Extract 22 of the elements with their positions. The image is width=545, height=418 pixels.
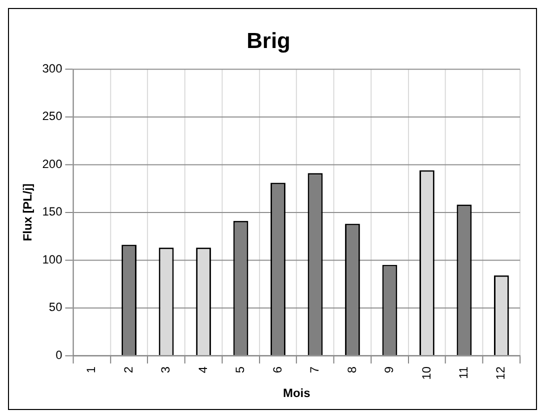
chart-title: Brig xyxy=(246,28,290,54)
y-tick-label: 0 xyxy=(56,348,63,362)
x-tick-label: 1 xyxy=(84,366,98,374)
y-tick-label: 50 xyxy=(48,300,63,314)
x-tick-label: 3 xyxy=(158,366,173,374)
x-tick-label: 9 xyxy=(382,366,396,374)
x-tick-label: 10 xyxy=(419,366,434,380)
x-tick-label: 12 xyxy=(494,366,508,380)
y-axis-title: Flux [PL/j] xyxy=(20,183,34,242)
x-tick-label: 2 xyxy=(121,366,136,374)
y-tick-label: 100 xyxy=(42,252,63,266)
x-tick-label: 7 xyxy=(308,366,322,374)
x-tick-label: 11 xyxy=(456,366,470,379)
x-tick-label: 5 xyxy=(233,366,248,374)
x-tick-label: 4 xyxy=(196,366,210,374)
y-tick-label: 150 xyxy=(42,204,63,219)
y-tick-label: 300 xyxy=(42,61,63,76)
x-tick-label: 6 xyxy=(270,366,284,374)
y-tick-label: 200 xyxy=(42,156,63,171)
y-tick-label: 250 xyxy=(42,109,63,124)
x-axis-title: Mois xyxy=(283,386,311,400)
x-tick-label: 8 xyxy=(344,366,359,374)
